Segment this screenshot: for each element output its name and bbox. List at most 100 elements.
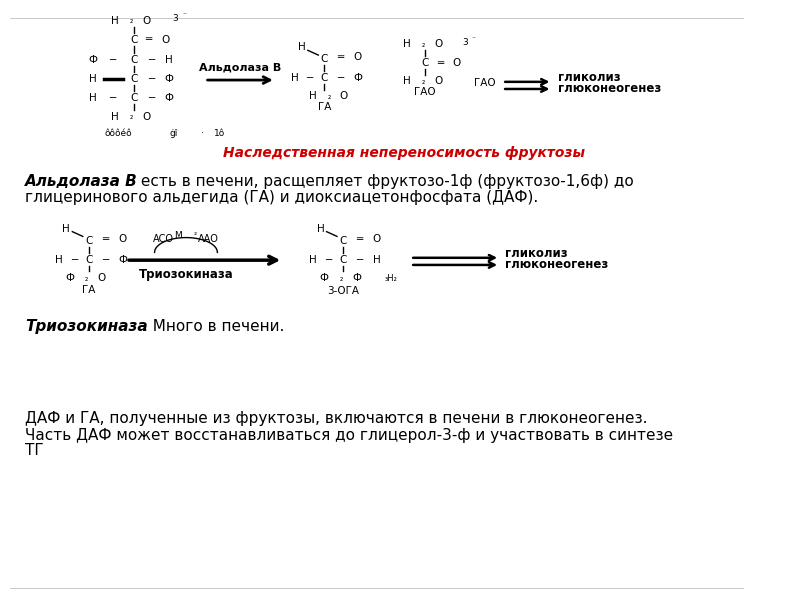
Text: C: C <box>422 58 429 68</box>
Text: ₂: ₂ <box>130 16 133 25</box>
Text: Ф: Ф <box>66 273 74 283</box>
Text: ГАО: ГАО <box>474 78 496 88</box>
Text: O: O <box>118 235 126 244</box>
Text: ─: ─ <box>338 73 344 83</box>
Text: Альдолаза B: Альдолаза B <box>26 173 138 188</box>
Text: C: C <box>85 236 93 246</box>
Text: 3: 3 <box>172 14 178 23</box>
Text: О: О <box>142 112 151 122</box>
Text: H: H <box>317 224 325 233</box>
Text: Н: Н <box>111 16 119 26</box>
Text: C: C <box>321 54 328 64</box>
Text: C: C <box>339 236 346 246</box>
Text: ─: ─ <box>110 55 116 65</box>
Text: Ф: Ф <box>352 273 361 283</box>
Text: H: H <box>310 254 317 265</box>
Text: О: О <box>434 40 442 49</box>
Text: H: H <box>298 43 306 52</box>
Text: H: H <box>165 55 173 65</box>
Text: ⁻: ⁻ <box>182 10 186 19</box>
Text: ₂: ₂ <box>422 40 425 49</box>
Text: ═: ═ <box>146 35 152 44</box>
Text: ─: ─ <box>325 254 331 265</box>
Text: H: H <box>55 254 62 265</box>
Text: ГА: ГА <box>82 285 95 295</box>
Text: ═: ═ <box>338 52 344 62</box>
Text: ₂: ₂ <box>422 77 425 86</box>
Text: C: C <box>130 55 138 65</box>
Text: 1ô: 1ô <box>214 129 226 138</box>
Text: ─: ─ <box>356 254 362 265</box>
Text: глюконеогенез: глюконеогенез <box>558 82 661 95</box>
Text: Ф: Ф <box>164 74 174 85</box>
Text: Триозокиназа: Триозокиназа <box>138 268 234 281</box>
Text: Н: Н <box>402 76 410 86</box>
Text: H: H <box>89 74 96 85</box>
Text: ₃H₂: ₃H₂ <box>385 274 398 283</box>
Text: C: C <box>130 74 138 85</box>
Text: O: O <box>354 52 362 62</box>
Text: H: H <box>290 73 298 83</box>
Text: Н: Н <box>373 254 381 265</box>
Text: Н: Н <box>402 40 410 49</box>
Text: ═: ═ <box>102 235 108 244</box>
Text: ₂: ₂ <box>339 274 342 283</box>
Text: O: O <box>373 235 381 244</box>
Text: ГАО: ГАО <box>414 87 436 97</box>
Text: ─: ─ <box>110 93 116 103</box>
Text: ₂: ₂ <box>85 274 88 283</box>
Text: ААО: ААО <box>198 234 219 244</box>
Text: ─: ─ <box>306 73 313 83</box>
Text: 3: 3 <box>462 38 468 47</box>
Text: O: O <box>162 35 170 44</box>
Text: О: О <box>142 16 151 26</box>
Text: Альдолаза B: Альдолаза B <box>198 62 281 73</box>
Text: C: C <box>339 254 346 265</box>
Text: . Много в печени.: . Много в печени. <box>143 319 285 334</box>
Text: C: C <box>321 73 328 83</box>
Text: глюконеогенез: глюконеогенез <box>506 259 609 271</box>
Text: М: М <box>174 231 182 240</box>
Text: Ф: Ф <box>88 55 97 65</box>
Text: Ф: Ф <box>164 93 174 103</box>
Text: есть в печени, расщепляет фруктозо-1ф (фруктозо-1,6ф) до: есть в печени, расщепляет фруктозо-1ф (ф… <box>136 173 634 188</box>
Text: ─: ─ <box>148 74 154 85</box>
Text: O: O <box>453 58 461 68</box>
Text: ═: ═ <box>356 235 362 244</box>
Text: ─: ─ <box>70 254 77 265</box>
Text: ТГ: ТГ <box>26 443 44 458</box>
Text: C: C <box>130 35 138 44</box>
Text: Ф: Ф <box>320 273 329 283</box>
Text: 3-ОГА: 3-ОГА <box>327 286 359 296</box>
Text: ─: ─ <box>102 254 108 265</box>
Text: ─: ─ <box>148 93 154 103</box>
Text: Ф: Ф <box>354 73 362 83</box>
Text: гликолиз: гликолиз <box>506 247 568 260</box>
Text: О: О <box>434 76 442 86</box>
Text: Наследственная непереносимость фруктозы: Наследственная непереносимость фруктозы <box>223 146 586 160</box>
Text: ═: ═ <box>437 58 443 68</box>
Text: ·: · <box>201 129 204 138</box>
Text: О: О <box>98 273 106 283</box>
Text: H: H <box>62 224 70 233</box>
Text: ₂: ₂ <box>328 92 331 101</box>
Text: глицеринового альдегида (ГА) и диоксиацетонфосфата (ДАФ).: глицеринового альдегида (ГА) и диоксиаце… <box>26 190 538 205</box>
Text: Ф: Ф <box>118 254 127 265</box>
Text: Н: Н <box>310 91 317 101</box>
Text: ₂: ₂ <box>130 112 133 121</box>
Text: гликолиз: гликолиз <box>558 71 620 83</box>
Text: ДАФ и ГА, полученные из фруктозы, включаются в печени в глюконеогенез.: ДАФ и ГА, полученные из фруктозы, включа… <box>26 412 648 427</box>
Text: H: H <box>89 93 96 103</box>
Text: ²: ² <box>194 231 197 240</box>
Text: Триозокиназа: Триозокиназа <box>26 319 148 334</box>
Text: ôôôéô: ôôôéô <box>105 129 133 138</box>
Text: ģî: ģî <box>169 129 178 138</box>
Text: ГА: ГА <box>318 102 331 112</box>
Text: Н: Н <box>111 112 119 122</box>
Text: C: C <box>130 93 138 103</box>
Text: АСО: АСО <box>153 234 174 244</box>
Text: ⁻: ⁻ <box>472 35 476 44</box>
Text: Часть ДАФ может восстанавливаться до глицерол-3-ф и участвовать в синтезе: Часть ДАФ может восстанавливаться до гли… <box>26 428 674 443</box>
Text: C: C <box>85 254 93 265</box>
Text: ─: ─ <box>148 55 154 65</box>
